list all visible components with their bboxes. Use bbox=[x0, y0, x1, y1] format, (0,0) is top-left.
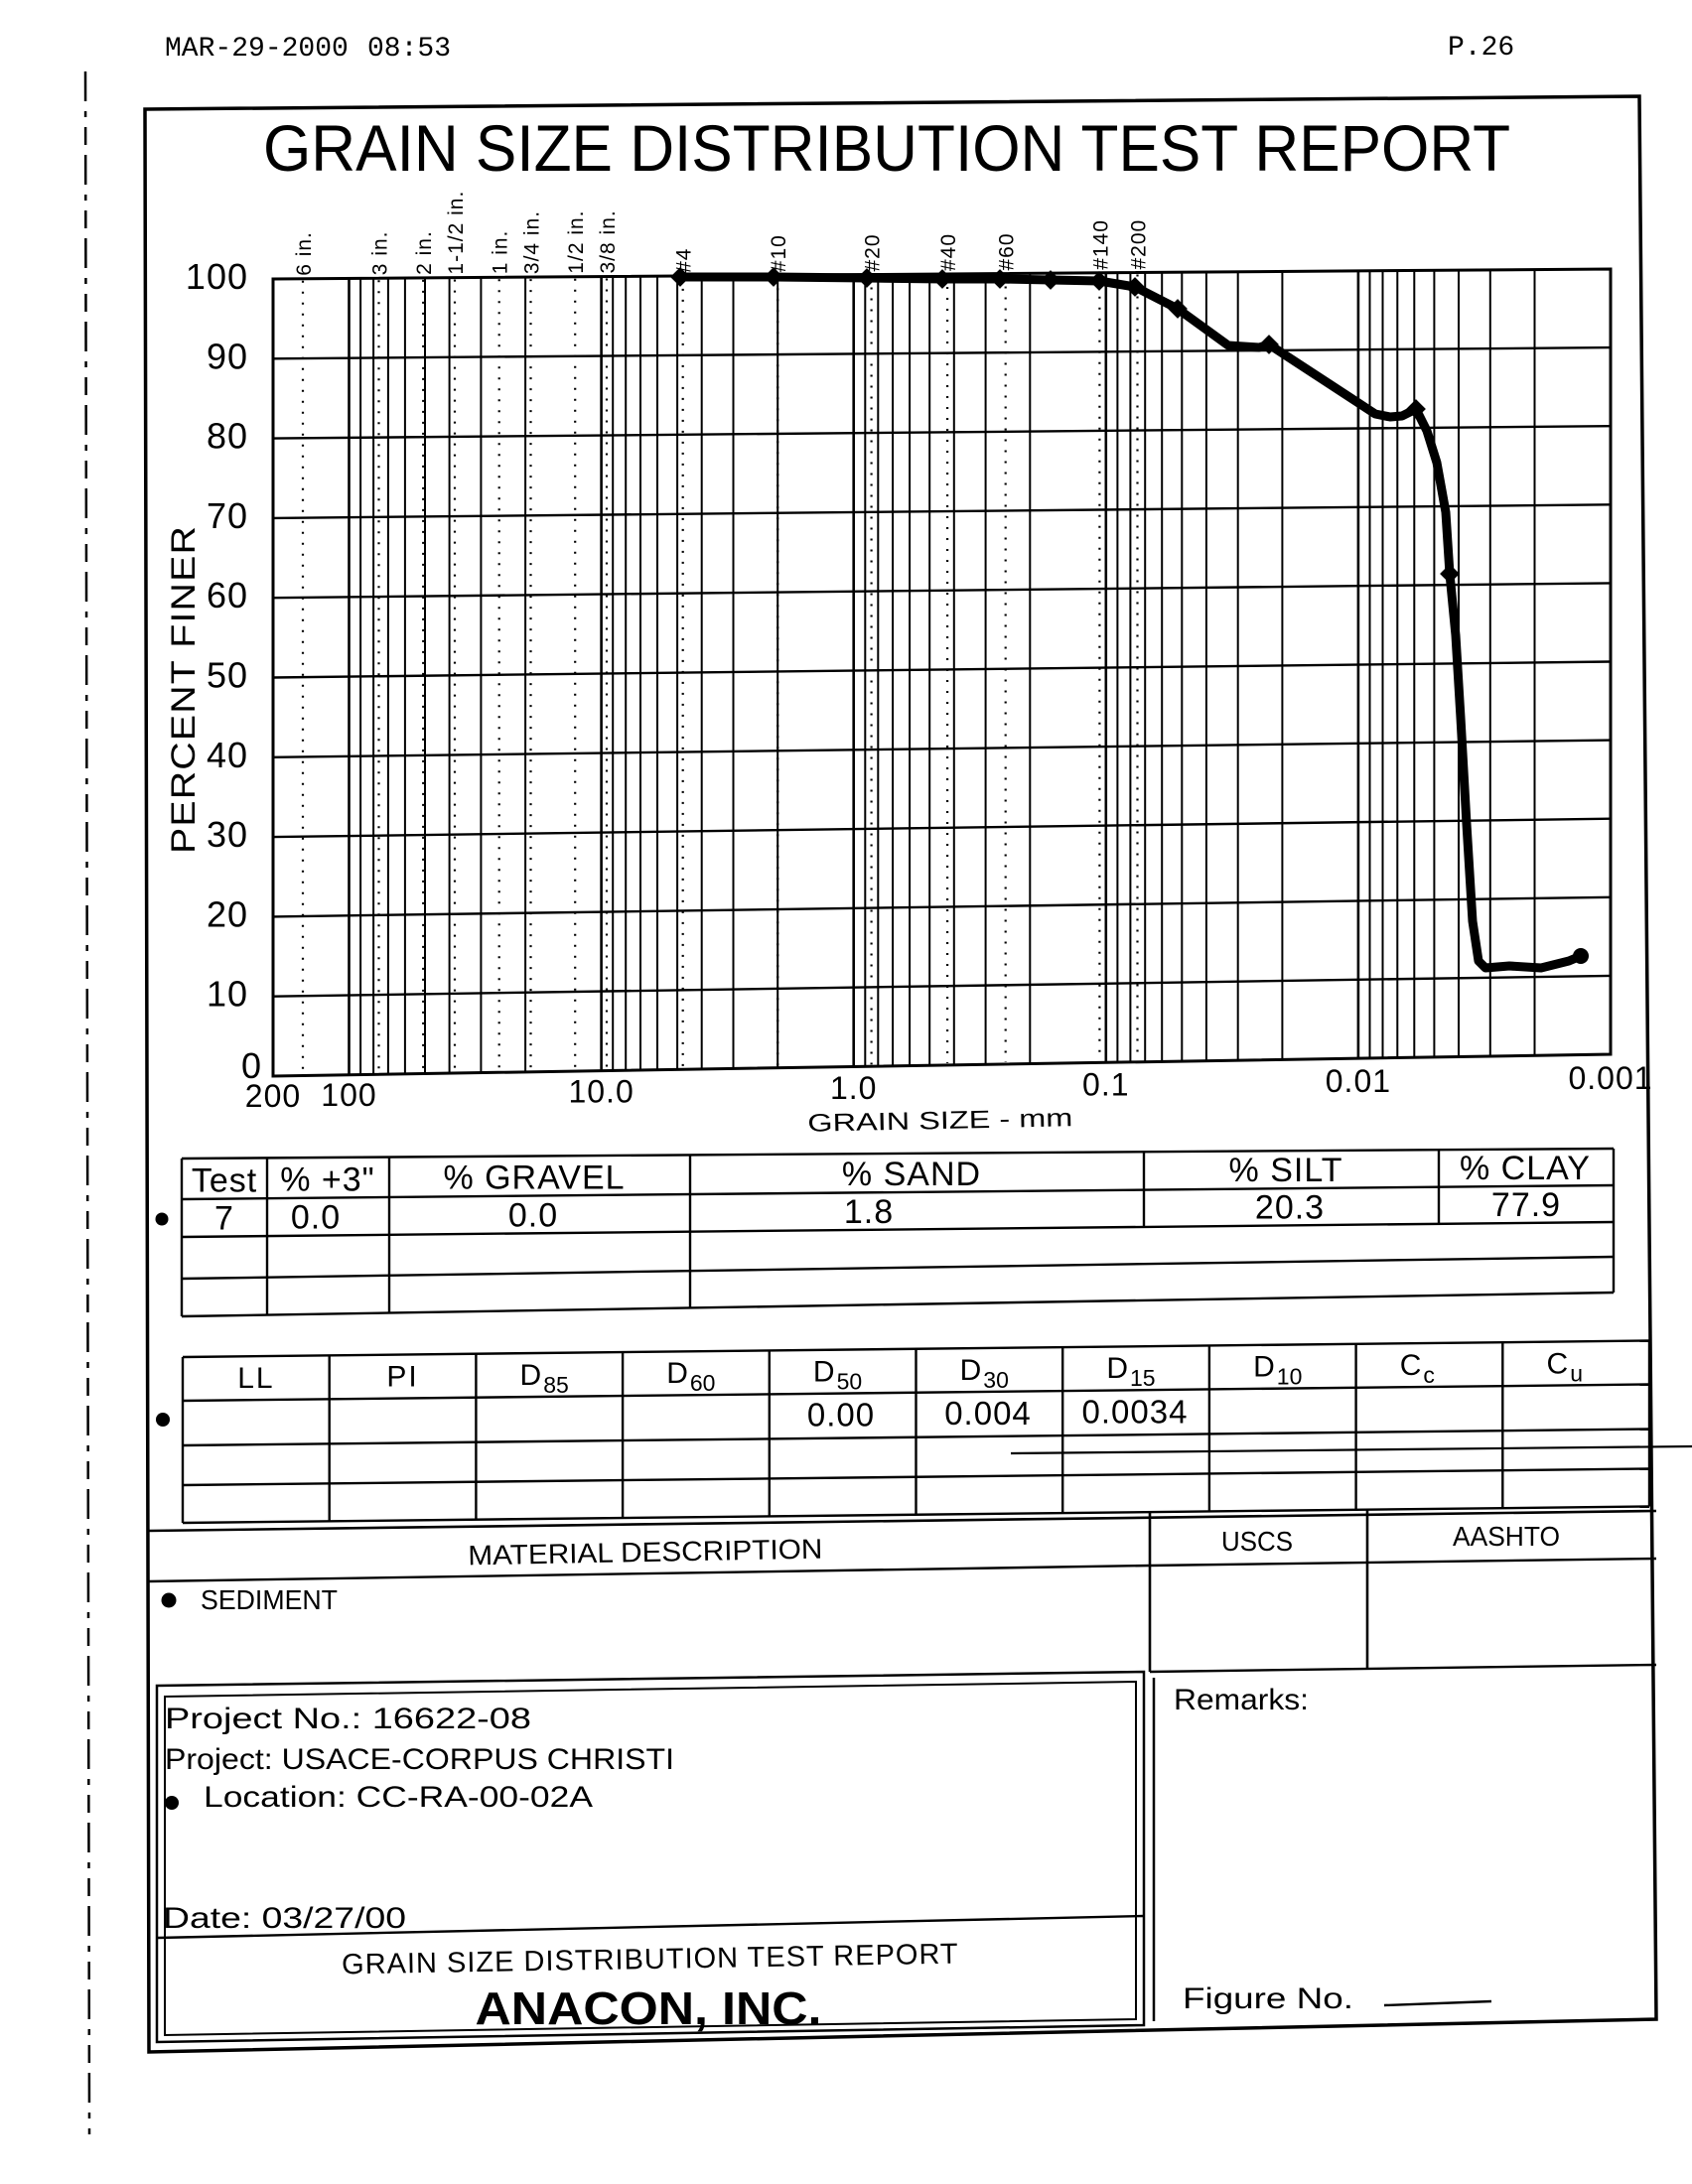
svg-text:15: 15 bbox=[1130, 1365, 1156, 1391]
svg-text:Project: USACE-CORPUS CHRISTI: Project: USACE-CORPUS CHRISTI bbox=[165, 1743, 674, 1776]
svg-text:PI: PI bbox=[386, 1361, 418, 1394]
svg-text:MAR-29-2000: MAR-29-2000 bbox=[165, 34, 349, 65]
svg-text:3 in.: 3 in. bbox=[369, 230, 392, 275]
svg-text:Figure No.: Figure No. bbox=[1183, 1982, 1353, 2015]
svg-text:1/2 in.: 1/2 in. bbox=[565, 209, 588, 273]
svg-text:1-1/2 in.: 1-1/2 in. bbox=[445, 191, 468, 275]
svg-text:D: D bbox=[666, 1357, 688, 1390]
svg-text:0.01: 0.01 bbox=[1326, 1063, 1391, 1099]
svg-text:2 in.: 2 in. bbox=[413, 230, 436, 275]
svg-text:200: 200 bbox=[245, 1078, 301, 1114]
svg-text:#60: #60 bbox=[996, 232, 1019, 270]
svg-text:10.0: 10.0 bbox=[568, 1074, 634, 1110]
svg-text:C: C bbox=[1400, 1349, 1422, 1382]
svg-text:u: u bbox=[1570, 1360, 1583, 1386]
svg-text:100: 100 bbox=[186, 256, 248, 297]
svg-text:% SAND: % SAND bbox=[842, 1156, 981, 1193]
svg-text:MATERIAL DESCRIPTION: MATERIAL DESCRIPTION bbox=[468, 1534, 823, 1571]
svg-text:% SILT: % SILT bbox=[1229, 1152, 1343, 1189]
svg-text:30: 30 bbox=[207, 814, 248, 855]
svg-text:7: 7 bbox=[214, 1200, 234, 1238]
svg-text:#200: #200 bbox=[1128, 219, 1151, 270]
svg-text:Remarks:: Remarks: bbox=[1174, 1684, 1309, 1716]
svg-text:#140: #140 bbox=[1089, 219, 1112, 270]
svg-text:Project No.: 16622-08: Project No.: 16622-08 bbox=[165, 1703, 531, 1735]
svg-text:0.001: 0.001 bbox=[1568, 1060, 1652, 1096]
svg-text:#40: #40 bbox=[937, 233, 960, 271]
svg-text:3/8 in.: 3/8 in. bbox=[597, 209, 620, 273]
svg-text:20: 20 bbox=[207, 893, 248, 934]
svg-text:1 in.: 1 in. bbox=[490, 230, 512, 275]
svg-text:1.8: 1.8 bbox=[844, 1193, 894, 1231]
svg-text:85: 85 bbox=[543, 1372, 569, 1398]
svg-text:GRAIN SIZE - mm: GRAIN SIZE - mm bbox=[807, 1104, 1073, 1138]
svg-text:P.26: P.26 bbox=[1448, 33, 1514, 64]
svg-text:D: D bbox=[813, 1356, 835, 1389]
svg-text:AASHTO: AASHTO bbox=[1453, 1521, 1560, 1552]
svg-text:GRAIN SIZE DISTRIBUTION TEST R: GRAIN SIZE DISTRIBUTION TEST REPORT bbox=[342, 1939, 959, 1981]
svg-text:#20: #20 bbox=[862, 233, 885, 271]
svg-text:D: D bbox=[1253, 1351, 1275, 1384]
svg-text:#10: #10 bbox=[768, 234, 790, 272]
svg-text:0.004: 0.004 bbox=[944, 1395, 1032, 1432]
svg-text:ANACON, INC.: ANACON, INC. bbox=[476, 1982, 822, 2034]
svg-text:90: 90 bbox=[207, 336, 248, 376]
svg-text:0.1: 0.1 bbox=[1082, 1067, 1129, 1103]
svg-text:70: 70 bbox=[207, 495, 248, 536]
svg-text:Test: Test bbox=[192, 1162, 257, 1200]
svg-text:0.0: 0.0 bbox=[508, 1196, 558, 1234]
svg-text:6 in.: 6 in. bbox=[293, 231, 316, 276]
svg-text:LL: LL bbox=[237, 1362, 274, 1395]
svg-text:08:53: 08:53 bbox=[367, 34, 451, 65]
svg-text:D: D bbox=[520, 1359, 542, 1392]
svg-text:10: 10 bbox=[207, 974, 248, 1015]
svg-text:0.0: 0.0 bbox=[291, 1199, 341, 1237]
svg-text:30: 30 bbox=[983, 1367, 1009, 1393]
svg-text:50: 50 bbox=[207, 655, 248, 696]
svg-text:SEDIMENT: SEDIMENT bbox=[201, 1584, 338, 1615]
svg-text:50: 50 bbox=[837, 1369, 863, 1395]
svg-text:0.0034: 0.0034 bbox=[1082, 1393, 1189, 1430]
svg-text:#4: #4 bbox=[673, 248, 696, 273]
svg-text:Date: 03/27/00: Date: 03/27/00 bbox=[163, 1902, 406, 1935]
svg-text:1.0: 1.0 bbox=[830, 1070, 877, 1106]
svg-text:0.00: 0.00 bbox=[807, 1397, 875, 1433]
svg-text:GRAIN SIZE DISTRIBUTION TEST R: GRAIN SIZE DISTRIBUTION TEST REPORT bbox=[263, 111, 1510, 185]
svg-text:D: D bbox=[960, 1354, 982, 1387]
svg-text:60: 60 bbox=[207, 575, 248, 615]
svg-text:60: 60 bbox=[690, 1370, 716, 1396]
svg-text:3/4 in.: 3/4 in. bbox=[521, 210, 544, 274]
svg-text:40: 40 bbox=[207, 735, 248, 775]
svg-text:USCS: USCS bbox=[1221, 1526, 1293, 1557]
svg-text:80: 80 bbox=[207, 416, 248, 457]
svg-text:% CLAY: % CLAY bbox=[1460, 1150, 1591, 1187]
svg-text:Location: CC-RA-00-02A: Location: CC-RA-00-02A bbox=[204, 1781, 593, 1814]
svg-text:77.9: 77.9 bbox=[1491, 1186, 1561, 1224]
svg-text:% +3": % +3" bbox=[280, 1161, 375, 1199]
svg-text:20.3: 20.3 bbox=[1255, 1188, 1325, 1226]
svg-text:100: 100 bbox=[321, 1077, 376, 1113]
svg-text:0: 0 bbox=[241, 1045, 262, 1086]
svg-text:c: c bbox=[1423, 1362, 1435, 1388]
svg-text:PERCENT FINER: PERCENT FINER bbox=[165, 525, 203, 854]
svg-text:10: 10 bbox=[1277, 1364, 1303, 1390]
svg-text:D: D bbox=[1106, 1352, 1128, 1385]
svg-text:% GRAVEL: % GRAVEL bbox=[443, 1160, 625, 1197]
svg-text:C: C bbox=[1547, 1347, 1569, 1380]
